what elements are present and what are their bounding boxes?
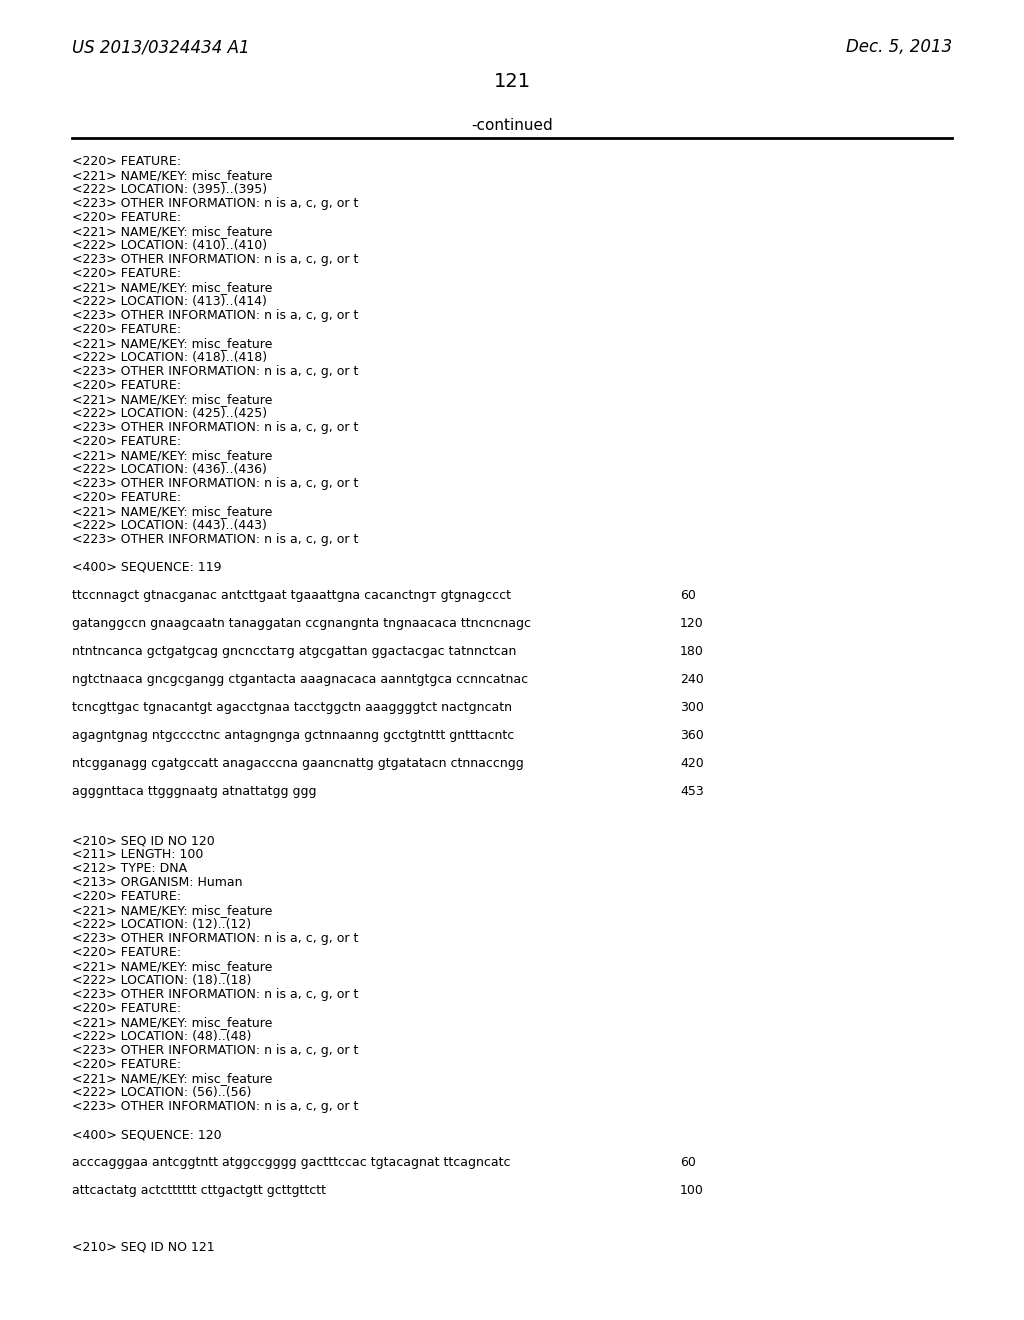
Text: <223> OTHER INFORMATION: n is a, c, g, or t: <223> OTHER INFORMATION: n is a, c, g, o… (72, 253, 358, 267)
Text: ttccnnagct gtnacganac antcttgaat tgaaattgna cacanctngт gtgnagccct: ttccnnagct gtnacganac antcttgaat tgaaatt… (72, 589, 511, 602)
Text: <221> NAME/KEY: misc_feature: <221> NAME/KEY: misc_feature (72, 393, 272, 407)
Text: 420: 420 (680, 756, 703, 770)
Text: 120: 120 (680, 616, 703, 630)
Text: 300: 300 (680, 701, 703, 714)
Text: <221> NAME/KEY: misc_feature: <221> NAME/KEY: misc_feature (72, 1072, 272, 1085)
Text: <223> OTHER INFORMATION: n is a, c, g, or t: <223> OTHER INFORMATION: n is a, c, g, o… (72, 477, 358, 490)
Text: 60: 60 (680, 1156, 696, 1170)
Text: <221> NAME/KEY: misc_feature: <221> NAME/KEY: misc_feature (72, 904, 272, 917)
Text: acccagggaa antcggtntt atggccgggg gactttccac tgtacagnat ttcagncatc: acccagggaa antcggtntt atggccgggg gactttc… (72, 1156, 511, 1170)
Text: <223> OTHER INFORMATION: n is a, c, g, or t: <223> OTHER INFORMATION: n is a, c, g, o… (72, 309, 358, 322)
Text: <220> FEATURE:: <220> FEATURE: (72, 1002, 181, 1015)
Text: <221> NAME/KEY: misc_feature: <221> NAME/KEY: misc_feature (72, 1016, 272, 1030)
Text: <223> OTHER INFORMATION: n is a, c, g, or t: <223> OTHER INFORMATION: n is a, c, g, o… (72, 533, 358, 546)
Text: <221> NAME/KEY: misc_feature: <221> NAME/KEY: misc_feature (72, 449, 272, 462)
Text: <222> LOCATION: (425)..(425): <222> LOCATION: (425)..(425) (72, 407, 267, 420)
Text: US 2013/0324434 A1: US 2013/0324434 A1 (72, 38, 250, 55)
Text: <223> OTHER INFORMATION: n is a, c, g, or t: <223> OTHER INFORMATION: n is a, c, g, o… (72, 987, 358, 1001)
Text: <221> NAME/KEY: misc_feature: <221> NAME/KEY: misc_feature (72, 224, 272, 238)
Text: <222> LOCATION: (48)..(48): <222> LOCATION: (48)..(48) (72, 1030, 251, 1043)
Text: <222> LOCATION: (443)..(443): <222> LOCATION: (443)..(443) (72, 519, 267, 532)
Text: 453: 453 (680, 785, 703, 799)
Text: ntcgganagg cgatgccatt anagacccna gaancnattg gtgatatacn ctnnaccngg: ntcgganagg cgatgccatt anagacccna gaancna… (72, 756, 523, 770)
Text: <222> LOCATION: (436)..(436): <222> LOCATION: (436)..(436) (72, 463, 267, 477)
Text: <221> NAME/KEY: misc_feature: <221> NAME/KEY: misc_feature (72, 281, 272, 294)
Text: 121: 121 (494, 73, 530, 91)
Text: <223> OTHER INFORMATION: n is a, c, g, or t: <223> OTHER INFORMATION: n is a, c, g, o… (72, 1100, 358, 1113)
Text: 360: 360 (680, 729, 703, 742)
Text: <222> LOCATION: (395)..(395): <222> LOCATION: (395)..(395) (72, 183, 267, 195)
Text: <220> FEATURE:: <220> FEATURE: (72, 379, 181, 392)
Text: <221> NAME/KEY: misc_feature: <221> NAME/KEY: misc_feature (72, 337, 272, 350)
Text: <220> FEATURE:: <220> FEATURE: (72, 491, 181, 504)
Text: gatanggccn gnaagcaatn tanaggatan ccgnangnta tngnaacaca ttncncnagc: gatanggccn gnaagcaatn tanaggatan ccgnang… (72, 616, 531, 630)
Text: agggnttaca ttgggnaatg atnattatgg ggg: agggnttaca ttgggnaatg atnattatgg ggg (72, 785, 316, 799)
Text: <212> TYPE: DNA: <212> TYPE: DNA (72, 862, 187, 875)
Text: 240: 240 (680, 673, 703, 686)
Text: <210> SEQ ID NO 121: <210> SEQ ID NO 121 (72, 1239, 215, 1253)
Text: <223> OTHER INFORMATION: n is a, c, g, or t: <223> OTHER INFORMATION: n is a, c, g, o… (72, 1044, 358, 1057)
Text: <221> NAME/KEY: misc_feature: <221> NAME/KEY: misc_feature (72, 169, 272, 182)
Text: <210> SEQ ID NO 120: <210> SEQ ID NO 120 (72, 834, 215, 847)
Text: <223> OTHER INFORMATION: n is a, c, g, or t: <223> OTHER INFORMATION: n is a, c, g, o… (72, 197, 358, 210)
Text: <220> FEATURE:: <220> FEATURE: (72, 267, 181, 280)
Text: ntntncanca gctgatgcag gncncctатg atgcgattan ggactacgac tatnnctcan: ntntncanca gctgatgcag gncncctатg atgcgat… (72, 645, 516, 657)
Text: <223> OTHER INFORMATION: n is a, c, g, or t: <223> OTHER INFORMATION: n is a, c, g, o… (72, 932, 358, 945)
Text: agagntgnag ntgcccctnc antagngnga gctnnaanng gcctgtnttt gntttacntc: agagntgnag ntgcccctnc antagngnga gctnnaa… (72, 729, 514, 742)
Text: <220> FEATURE:: <220> FEATURE: (72, 890, 181, 903)
Text: <223> OTHER INFORMATION: n is a, c, g, or t: <223> OTHER INFORMATION: n is a, c, g, o… (72, 366, 358, 378)
Text: <222> LOCATION: (12)..(12): <222> LOCATION: (12)..(12) (72, 917, 251, 931)
Text: <400> SEQUENCE: 119: <400> SEQUENCE: 119 (72, 561, 221, 574)
Text: <221> NAME/KEY: misc_feature: <221> NAME/KEY: misc_feature (72, 960, 272, 973)
Text: <223> OTHER INFORMATION: n is a, c, g, or t: <223> OTHER INFORMATION: n is a, c, g, o… (72, 421, 358, 434)
Text: <222> LOCATION: (418)..(418): <222> LOCATION: (418)..(418) (72, 351, 267, 364)
Text: ngtctnaaca gncgcgangg ctgantacta aaagnacaca aanntgtgca ccnncatnac: ngtctnaaca gncgcgangg ctgantacta aaagnac… (72, 673, 528, 686)
Text: -continued: -continued (471, 117, 553, 133)
Text: <220> FEATURE:: <220> FEATURE: (72, 1059, 181, 1071)
Text: <220> FEATURE:: <220> FEATURE: (72, 323, 181, 337)
Text: <211> LENGTH: 100: <211> LENGTH: 100 (72, 847, 204, 861)
Text: <220> FEATURE:: <220> FEATURE: (72, 946, 181, 960)
Text: <213> ORGANISM: Human: <213> ORGANISM: Human (72, 876, 243, 888)
Text: tcncgttgac tgnacantgt agacctgnaa tacctggctn aaaggggtct nactgncatn: tcncgttgac tgnacantgt agacctgnaa tacctgg… (72, 701, 512, 714)
Text: <222> LOCATION: (56)..(56): <222> LOCATION: (56)..(56) (72, 1086, 251, 1100)
Text: <221> NAME/KEY: misc_feature: <221> NAME/KEY: misc_feature (72, 506, 272, 517)
Text: <220> FEATURE:: <220> FEATURE: (72, 154, 181, 168)
Text: <222> LOCATION: (413)..(414): <222> LOCATION: (413)..(414) (72, 294, 267, 308)
Text: 100: 100 (680, 1184, 703, 1197)
Text: 60: 60 (680, 589, 696, 602)
Text: <222> LOCATION: (18)..(18): <222> LOCATION: (18)..(18) (72, 974, 251, 987)
Text: <400> SEQUENCE: 120: <400> SEQUENCE: 120 (72, 1129, 221, 1140)
Text: Dec. 5, 2013: Dec. 5, 2013 (846, 38, 952, 55)
Text: attcactatg actctttttt cttgactgtt gcttgttctt: attcactatg actctttttt cttgactgtt gcttgtt… (72, 1184, 326, 1197)
Text: <220> FEATURE:: <220> FEATURE: (72, 211, 181, 224)
Text: <222> LOCATION: (410)..(410): <222> LOCATION: (410)..(410) (72, 239, 267, 252)
Text: <220> FEATURE:: <220> FEATURE: (72, 436, 181, 447)
Text: 180: 180 (680, 645, 703, 657)
